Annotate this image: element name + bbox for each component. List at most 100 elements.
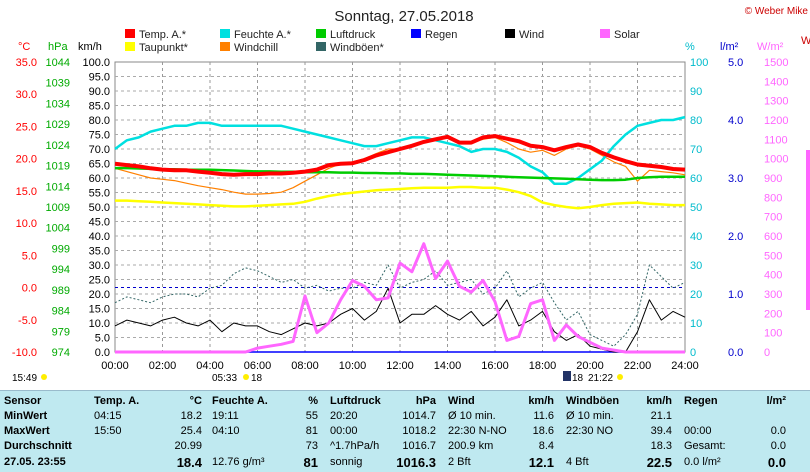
right-edge-bar — [806, 150, 810, 310]
series-taupunkt — [115, 185, 685, 210]
stats-temp-label: 04:15 — [94, 410, 122, 422]
legend-label: Windböen* — [330, 42, 385, 54]
tick-wind: 20.0 — [89, 289, 110, 301]
left-time: 15:49 — [12, 373, 37, 384]
tick-wind: 10.0 — [89, 318, 110, 330]
tick-rain: 1.0 — [728, 289, 743, 301]
tick-wind: 5.0 — [95, 333, 110, 345]
sunrise-time: 05:33 — [212, 373, 237, 384]
stats-press-value: 1016.3 — [396, 455, 436, 470]
stats-wind-header: Wind — [448, 395, 475, 407]
stats-wind-unit: km/h — [528, 395, 554, 407]
tick-press: 999 — [52, 243, 70, 255]
stats-wind-value: 12.1 — [528, 455, 554, 470]
legend-label: Temp. A.* — [139, 29, 187, 41]
time-footer: 15:49 05:33 18 18 21:22 — [12, 371, 623, 384]
tick-wind: 50.0 — [89, 202, 110, 214]
stats-rain-value: 0.0 — [767, 455, 786, 470]
axis-units: °C hPa km/h % l/m² W/m² W — [18, 35, 810, 53]
legend-swatch — [600, 29, 610, 38]
tick-temp: 35.0 — [16, 57, 37, 69]
stats-temp-col: Temp. A. °C 04:15 18.2 15:50 25.4 20.99 18.4 — [92, 391, 206, 472]
tick-rain: 5.0 — [728, 57, 743, 69]
tick-press: 1029 — [46, 119, 70, 131]
tick-wind: 40.0 — [89, 231, 110, 243]
grid — [114, 61, 686, 353]
stats-hum-header: Feuchte A. — [212, 395, 268, 407]
legend-label: Wind — [519, 29, 544, 41]
tick-wind: 30.0 — [89, 260, 110, 272]
stats-table: Sensor MinWert MaxWert Durchschnitt 27.0… — [0, 390, 810, 472]
tick-time: 20:00 — [576, 360, 604, 372]
stats-temp-value: 20.99 — [174, 440, 202, 452]
legend-swatch — [220, 29, 230, 38]
chart-title: Sonntag, 27.05.2018 — [334, 8, 473, 25]
sunrise-icon-label: 18 — [251, 373, 263, 384]
stats-press-value: 1014.7 — [402, 410, 436, 422]
stats-press-value: 1016.7 — [402, 440, 436, 452]
tick-press: 989 — [52, 285, 70, 297]
stats-rain-label: Gesamt: — [684, 440, 726, 452]
tick-press: 1004 — [46, 223, 70, 235]
unit-clip: W — [801, 35, 810, 47]
stats-hum-value: 73 — [305, 440, 318, 452]
tick-wind: 45.0 — [89, 217, 110, 229]
legend-swatch — [125, 42, 135, 51]
stats-hum-label: 12.76 g/m³ — [212, 456, 265, 468]
stats-hum-value: 81 — [303, 455, 318, 470]
tick-time: 14:00 — [434, 360, 462, 372]
stats-rain-unit: l/m² — [766, 395, 786, 407]
stats-gust-col: Windböen km/h Ø 10 min. 21.1 22:30 NO 39.4 18.… — [564, 391, 676, 472]
tick-press: 1009 — [46, 202, 70, 214]
tick-wind: 80.0 — [89, 115, 110, 127]
series-solar — [115, 242, 685, 354]
weather-chart: Sonntag, 27.05.2018 © Weber Mike Temp. A… — [12, 6, 810, 384]
stats-temp-header: Temp. A. — [94, 395, 140, 407]
tick-solar: 600 — [764, 231, 782, 243]
stats-temp-value: 25.4 — [180, 425, 202, 437]
stats-press-label: sonnig — [330, 456, 363, 468]
tick-wind: 60.0 — [89, 173, 110, 185]
series-windb-en — [114, 264, 686, 347]
tick-wind: 85.0 — [89, 101, 110, 113]
sun-dot-right — [617, 374, 623, 380]
legend-label: Taupunkt* — [139, 42, 189, 54]
stats-wind-value: 8.4 — [538, 440, 554, 452]
sunset-icon — [563, 371, 571, 381]
tick-solar: 1100 — [764, 134, 788, 146]
tick-press: 994 — [52, 264, 70, 276]
tick-rain: 4.0 — [728, 115, 743, 127]
legend-swatch — [411, 29, 421, 38]
stats-wind-label: 22:30 N-NO — [448, 425, 507, 437]
tick-hum: 90 — [690, 86, 702, 98]
stats-sensor-row: MaxWert — [4, 425, 50, 437]
unit-temp: °C — [18, 41, 30, 53]
sunset-icon-label: 18 — [572, 373, 584, 384]
stats-wind-value: 18.6 — [532, 425, 554, 437]
tick-temp: 25.0 — [16, 121, 37, 133]
stats-temp-unit: °C — [189, 395, 202, 407]
tick-time: 16:00 — [481, 360, 509, 372]
legend-label: Solar — [614, 29, 640, 41]
stats-sensor-row: MinWert — [4, 410, 48, 422]
stats-sensor-header: Sensor — [4, 395, 42, 407]
tick-press: 1044 — [46, 57, 70, 69]
tick-wind: 35.0 — [89, 246, 110, 258]
tick-solar: 500 — [764, 250, 782, 262]
stats-hum-value: 81 — [305, 425, 318, 437]
tick-wind: 0.0 — [95, 347, 110, 359]
tick-press: 1019 — [46, 161, 70, 173]
tick-hum: 80 — [690, 115, 702, 127]
tick-hum: 100 — [690, 57, 708, 69]
tick-hum: 70 — [690, 144, 702, 156]
tick-press: 984 — [52, 306, 70, 318]
tick-time: 08:00 — [291, 360, 319, 372]
legend-label: Feuchte A.* — [234, 29, 292, 41]
tick-temp: -10.0 — [12, 347, 37, 359]
unit-hum: % — [685, 41, 695, 53]
legend-swatch — [505, 29, 515, 38]
stats-temp-label: 15:50 — [94, 425, 122, 437]
tick-solar: 200 — [764, 308, 782, 320]
stats-press-col: Luftdruck hPa 20:20 1014.7 00:00 1018.2 ^1.7hP… — [328, 391, 440, 472]
tick-press: 974 — [52, 347, 70, 359]
